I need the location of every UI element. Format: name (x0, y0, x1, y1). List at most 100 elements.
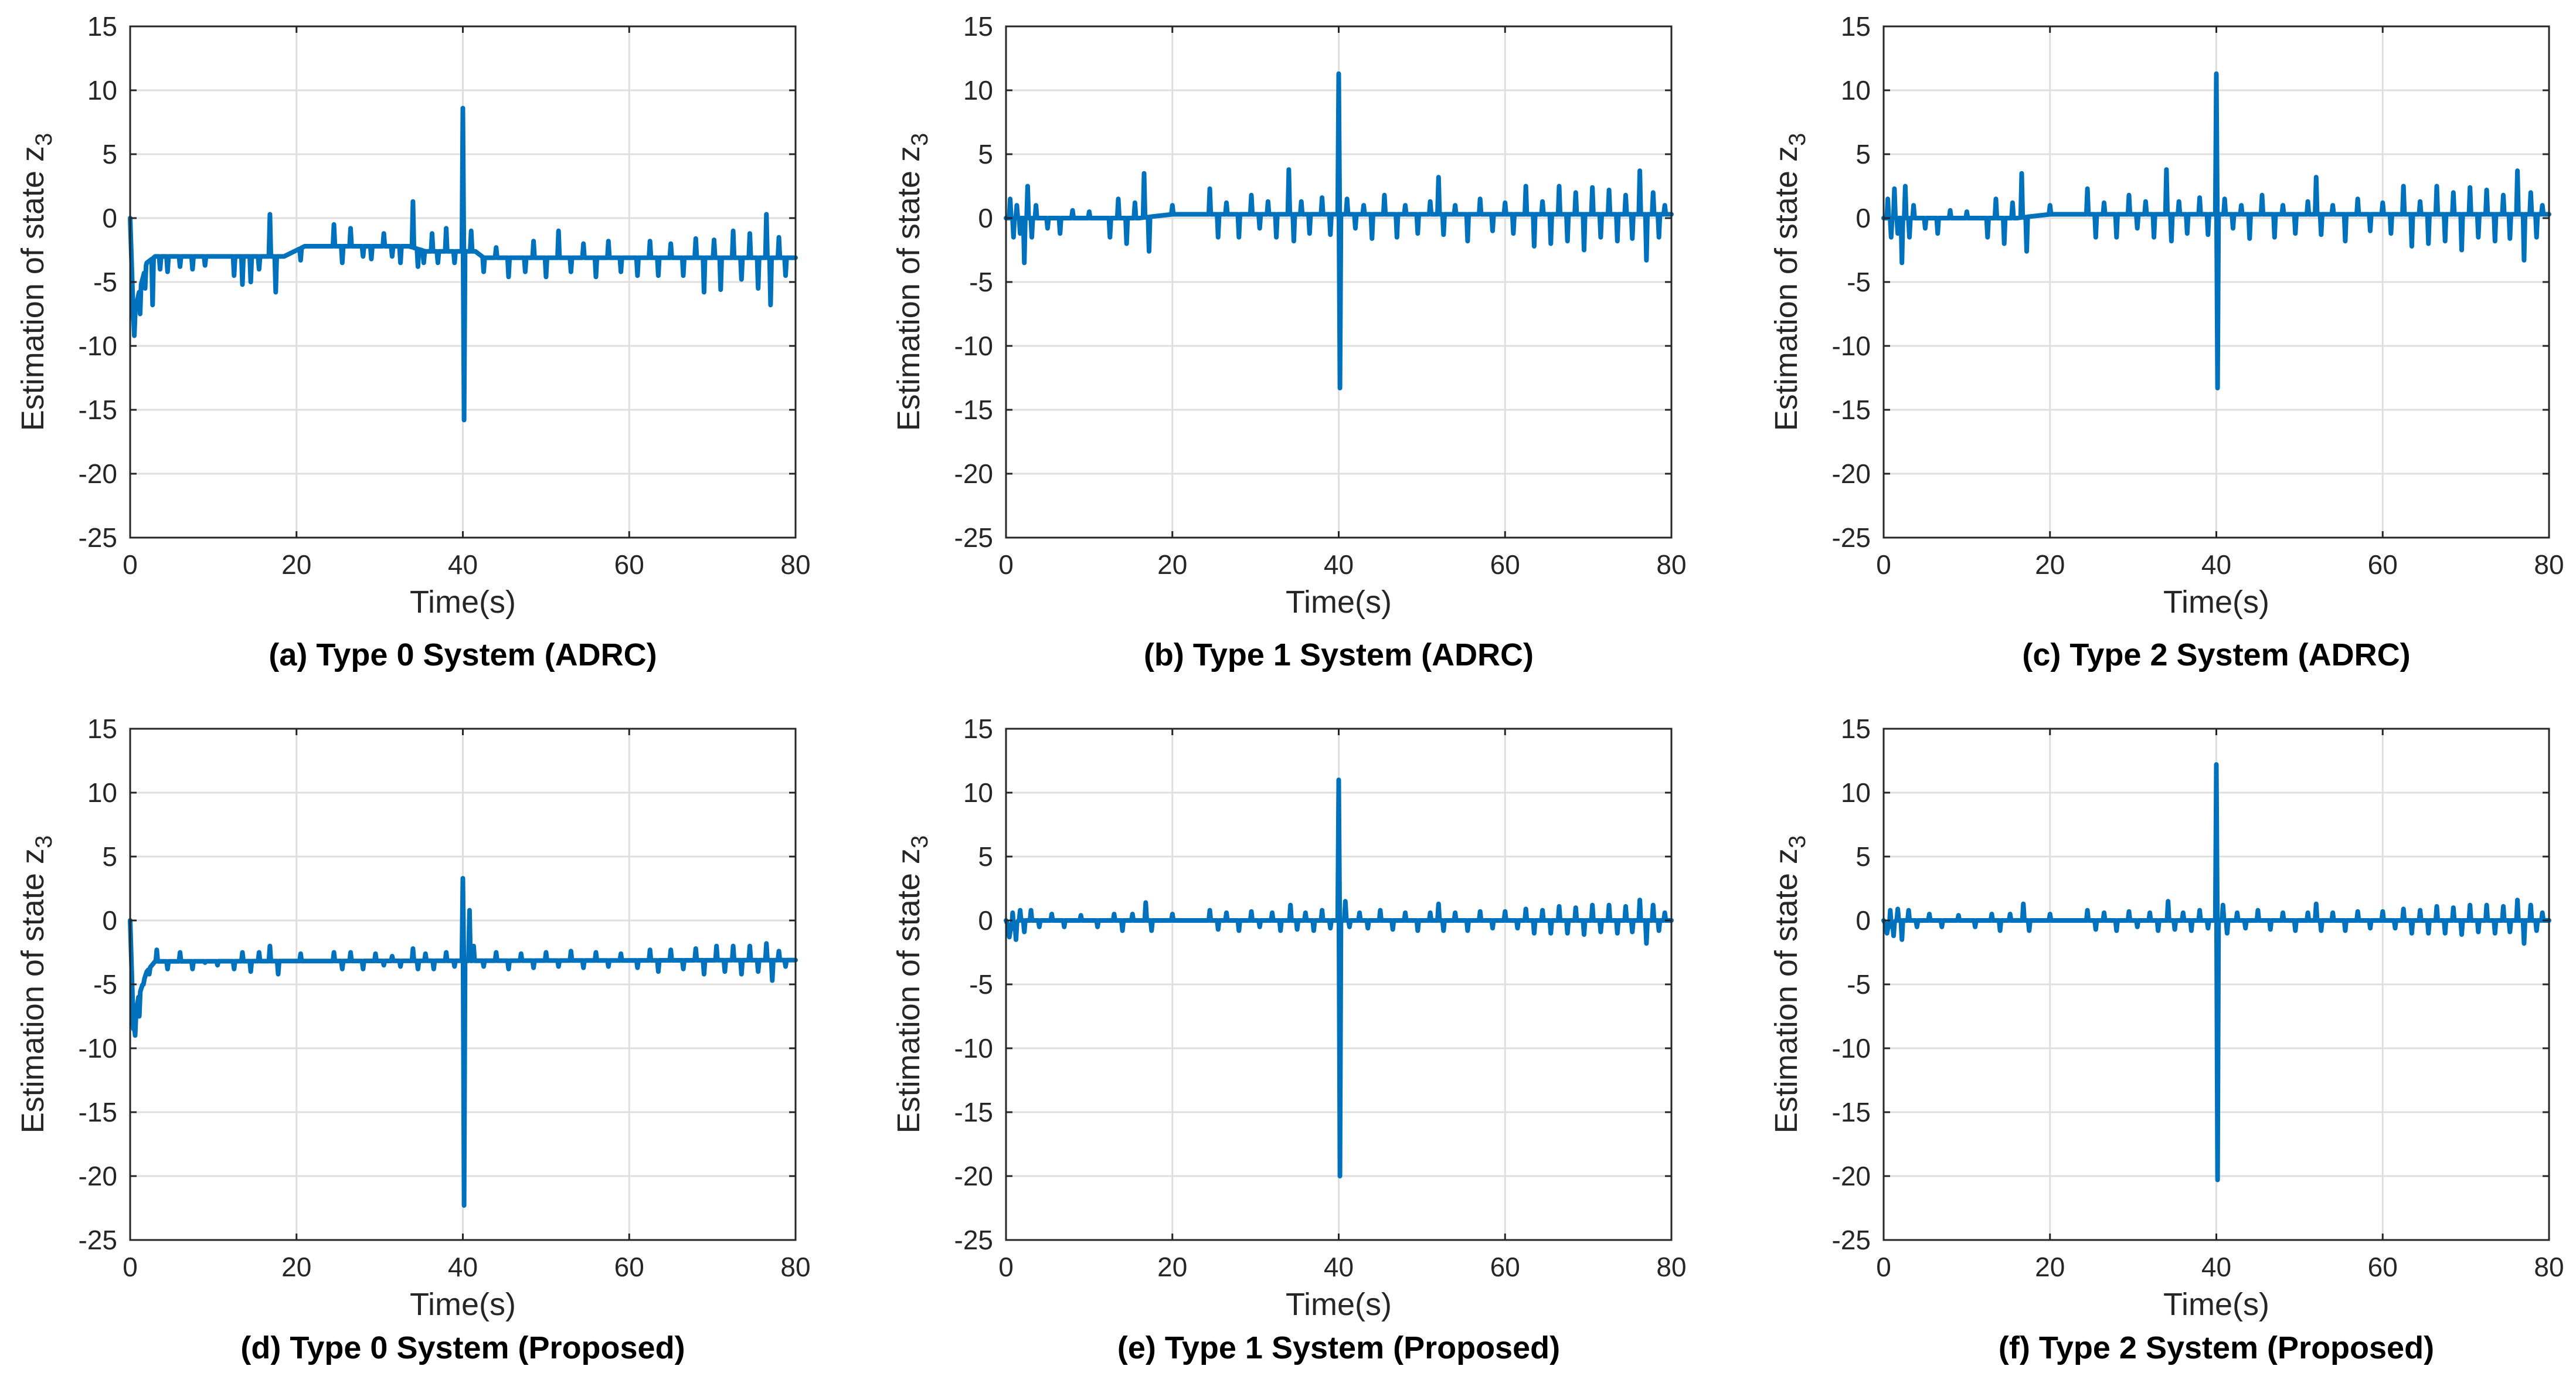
chart-b-x-tick-label: 60 (1490, 549, 1520, 580)
chart-c-y-tick-label: -15 (1832, 395, 1871, 425)
chart-c-x-tick-label: 80 (2534, 549, 2564, 580)
chart-c-y-tick-label: 5 (1855, 139, 1871, 169)
chart-c: 0 20 40 60 80 -25 -20 -15 -10 -5 0 5 10 15 Time(s) Esti… (1769, 11, 2564, 672)
chart-d-y-tick-label: 10 (87, 777, 117, 808)
chart-d-x-tick-label: 60 (614, 1252, 644, 1282)
chart-f-y-axis-label: Estimation of state z3 (1769, 835, 1810, 1133)
chart-b-caption: (b) Type 1 System (ADRC) (1144, 637, 1534, 672)
chart-d-x-tick-label: 40 (448, 1252, 478, 1282)
chart-d-caption: (d) Type 0 System (Proposed) (240, 1330, 685, 1365)
chart-d-x-tick-label: 20 (281, 1252, 311, 1282)
chart-b-x-tick-label: 80 (1656, 549, 1686, 580)
chart-f-series-line (1881, 762, 2551, 1183)
chart-d-y-tick-label: -20 (79, 1161, 117, 1191)
chart-c-x-tick-label: 0 (1876, 549, 1891, 580)
chart-a-y-axis-label-subscript: 3 (31, 133, 57, 146)
chart-f-y-tick-label: -15 (1832, 1097, 1871, 1127)
chart-a-x-axis-label: Time(s) (410, 585, 516, 620)
chart-f-x-tick-label: 60 (2368, 1252, 2398, 1282)
chart-c-y-tick-label: -20 (1832, 458, 1871, 489)
chart-b-y-tick-label: 5 (978, 139, 993, 169)
chart-c-y-tick-label: 0 (1855, 203, 1871, 233)
chart-d-series-line (128, 876, 798, 1208)
chart-b-x-tick-label: 40 (1324, 549, 1354, 580)
chart-e-x-tick-label: 80 (1656, 1252, 1686, 1282)
chart-b-y-axis-label-main: Estimation of state z (891, 146, 926, 431)
chart-a-y-tick-label: 5 (102, 139, 117, 169)
chart-d-y-tick-label: -10 (79, 1033, 117, 1064)
chart-b-y-tick-label: -25 (954, 522, 993, 553)
chart-a-y-tick-label: -20 (79, 458, 117, 489)
chart-a-series-line (128, 106, 798, 423)
chart-c-x-tick-label: 60 (2368, 549, 2398, 580)
chart-f-y-axis-label-main: Estimation of state z (1769, 848, 1804, 1133)
chart-c-y-axis-label-subscript: 3 (1785, 133, 1810, 146)
chart-e-y-tick-label: -5 (969, 969, 993, 1000)
chart-c-caption: (c) Type 2 System (ADRC) (2022, 637, 2410, 672)
chart-d-x-tick-label: 80 (780, 1252, 810, 1282)
chart-c-y-tick-label: -10 (1832, 331, 1871, 361)
chart-a-caption: (a) Type 0 System (ADRC) (269, 637, 657, 672)
chart-f-y-tick-label: 15 (1841, 714, 1871, 744)
chart-f-y-tick-label: 0 (1855, 905, 1871, 936)
chart-e-y-tick-label: -10 (954, 1033, 993, 1064)
chart-c-x-axis-label: Time(s) (2163, 585, 2269, 620)
chart-b-x-tick-label: 20 (1157, 549, 1187, 580)
chart-f-x-tick-label: 40 (2201, 1252, 2231, 1282)
chart-f-y-axis-label-subscript: 3 (1785, 835, 1810, 848)
chart-d-y-axis-label: Estimation of state z3 (15, 835, 57, 1133)
chart-e-y-tick-label: 10 (963, 777, 993, 808)
chart-e-x-tick-label: 0 (998, 1252, 1014, 1282)
chart-b-y-axis-label-subscript: 3 (907, 133, 933, 146)
chart-a-y-tick-label: 10 (87, 75, 117, 106)
chart-d-y-axis-label-main: Estimation of state z (15, 848, 50, 1133)
chart-f-y-tick-label: -10 (1832, 1033, 1871, 1064)
chart-c-y-tick-label: -25 (1832, 522, 1871, 553)
chart-e-y-axis-label-main: Estimation of state z (891, 848, 926, 1133)
chart-f-caption: (f) Type 2 System (Proposed) (1999, 1330, 2434, 1365)
chart-c-series-line (1881, 71, 2551, 390)
chart-d: 0 20 40 60 80 -25 -20 -15 -10 -5 0 5 10 15 Time(s) Esti… (15, 714, 811, 1365)
chart-a: 0 20 40 60 80 -25 -20 -15 -10 -5 0 5 10 15 Time(s) Esti… (15, 11, 811, 672)
chart-b-y-tick-label: -15 (954, 395, 993, 425)
chart-b-y-tick-label: -5 (969, 267, 993, 297)
chart-b: 0 20 40 60 80 -25 -20 -15 -10 -5 0 5 10 15 Time(s) Esti… (891, 11, 1687, 672)
chart-e-y-tick-label: -25 (954, 1225, 993, 1255)
chart-d-y-tick-label: 0 (102, 905, 117, 936)
chart-f-y-tick-label: 5 (1855, 841, 1871, 872)
chart-a-x-tick-label: 60 (614, 549, 644, 580)
chart-b-y-tick-label: 15 (963, 11, 993, 42)
chart-f-x-tick-label: 80 (2534, 1252, 2564, 1282)
chart-a-y-tick-label: -10 (79, 331, 117, 361)
chart-b-series-line (1004, 71, 1674, 390)
chart-a-x-tick-label: 80 (780, 549, 810, 580)
chart-e-y-tick-label: -15 (954, 1097, 993, 1127)
chart-b-y-tick-label: -10 (954, 331, 993, 361)
chart-a-y-tick-label: 15 (87, 11, 117, 42)
chart-a-y-tick-label: -15 (79, 395, 117, 425)
chart-c-y-axis-label: Estimation of state z3 (1769, 133, 1810, 431)
chart-d-y-tick-label: 15 (87, 714, 117, 744)
chart-a-y-axis-label-main: Estimation of state z (15, 146, 50, 431)
chart-d-y-tick-label: -25 (79, 1225, 117, 1255)
chart-c-y-tick-label: 10 (1841, 75, 1871, 106)
chart-a-y-axis-label: Estimation of state z3 (15, 133, 57, 431)
chart-d-y-tick-label: -5 (93, 969, 117, 1000)
chart-b-y-tick-label: -20 (954, 458, 993, 489)
chart-a-y-tick-label: -5 (93, 267, 117, 297)
chart-e-x-tick-label: 60 (1490, 1252, 1520, 1282)
chart-f-x-tick-label: 20 (2035, 1252, 2065, 1282)
chart-e-y-tick-label: 5 (978, 841, 993, 872)
chart-f-x-axis-label: Time(s) (2163, 1287, 2269, 1322)
chart-d-y-tick-label: -15 (79, 1097, 117, 1127)
chart-b-y-tick-label: 10 (963, 75, 993, 106)
chart-e-y-tick-label: 0 (978, 905, 993, 936)
chart-e-y-tick-label: -20 (954, 1161, 993, 1191)
chart-f-y-tick-label: -5 (1847, 969, 1871, 1000)
chart-f: 0 20 40 60 80 -25 -20 -15 -10 -5 0 5 10 15 Time(s) Esti… (1769, 714, 2564, 1365)
chart-e-x-tick-label: 20 (1157, 1252, 1187, 1282)
chart-e-series-line (1004, 777, 1674, 1178)
chart-f-y-tick-label: -25 (1832, 1225, 1871, 1255)
chart-c-y-tick-label: 15 (1841, 11, 1871, 42)
